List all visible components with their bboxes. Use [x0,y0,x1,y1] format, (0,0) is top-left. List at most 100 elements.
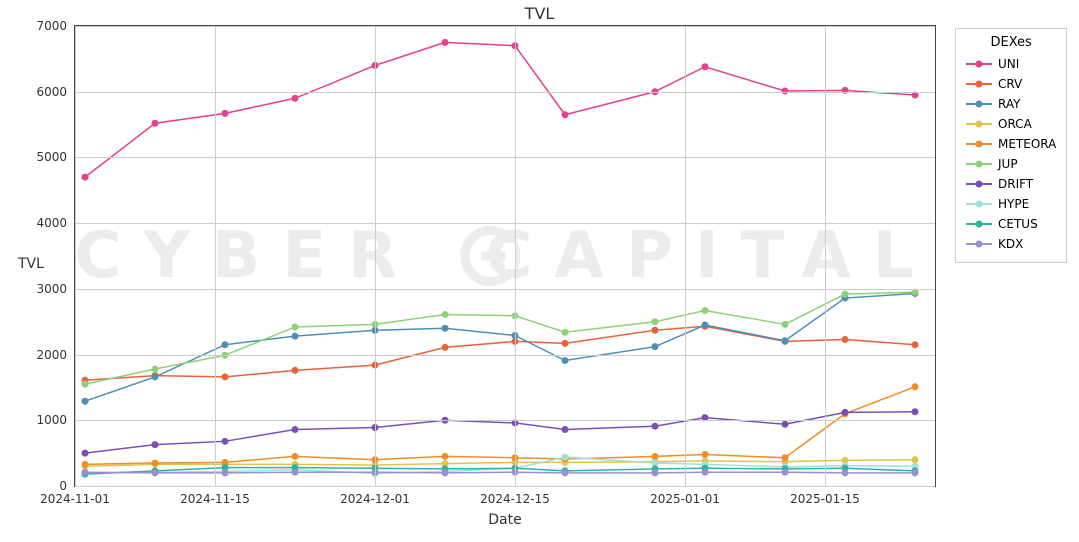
point-METEORA [652,453,659,460]
legend-label: DRIFT [998,177,1033,191]
point-KDX [702,469,709,476]
series-RAY [85,293,915,401]
point-METEORA [82,461,89,468]
gridline-v [685,26,686,486]
point-RAY [562,357,569,364]
gridline-h [75,92,935,93]
point-KDX [222,469,229,476]
gridline-v [215,26,216,486]
y-tick-label: 0 [27,479,67,493]
series-METEORA [85,387,915,465]
legend-label: CETUS [998,217,1038,231]
y-tick-label: 5000 [27,150,67,164]
point-KDX [152,469,159,476]
x-tick-label: 2024-12-01 [340,492,410,506]
legend-item-RAY: RAY [966,94,1056,114]
point-KDX [292,469,299,476]
point-UNI [292,95,299,102]
y-tick-label: 2000 [27,348,67,362]
point-KDX [912,469,919,476]
point-UNI [222,110,229,117]
gridline-h [75,355,935,356]
gridline-h [75,157,935,158]
gridline-v [375,26,376,486]
legend-label: UNI [998,57,1019,71]
gridline-h [75,289,935,290]
point-KDX [652,469,659,476]
point-JUP [782,321,789,328]
point-CRV [222,373,229,380]
gridline-v [825,26,826,486]
point-JUP [652,318,659,325]
point-DRIFT [842,409,849,416]
legend-item-JUP: JUP [966,154,1056,174]
point-JUP [562,329,569,336]
legend-item-CRV: CRV [966,74,1056,94]
legend-swatch-icon [966,163,992,165]
point-DRIFT [292,426,299,433]
legend-item-DRIFT: DRIFT [966,174,1056,194]
y-axis-label: TVL [18,256,44,272]
point-RAY [82,398,89,405]
point-UNI [702,63,709,70]
legend-swatch-icon [966,203,992,205]
point-ORCA [912,456,919,463]
gridline-v [515,26,516,486]
legend-label: KDX [998,237,1023,251]
point-DRIFT [222,438,229,445]
point-RAY [652,343,659,350]
point-RAY [442,325,449,332]
y-tick-label: 6000 [27,85,67,99]
point-METEORA [152,460,159,467]
x-axis-label: Date [488,512,521,528]
legend-label: JUP [998,157,1018,171]
legend-swatch-icon [966,183,992,185]
legend-swatch-icon [966,83,992,85]
legend-label: HYPE [998,197,1029,211]
point-METEORA [292,453,299,460]
legend-label: METEORA [998,137,1056,151]
x-tick-label: 2025-01-15 [790,492,860,506]
point-RAY [782,337,789,344]
legend-swatch-icon [966,223,992,225]
point-CRV [912,341,919,348]
point-RAY [152,373,159,380]
legend-item-METEORA: METEORA [966,134,1056,154]
point-KDX [82,469,89,476]
y-tick-label: 4000 [27,216,67,230]
point-DRIFT [782,421,789,428]
series-DRIFT [85,412,915,453]
plot-area: CYBERCAPITAL [75,26,935,486]
point-DRIFT [652,423,659,430]
point-METEORA [912,383,919,390]
y-tick-label: 1000 [27,413,67,427]
point-KDX [782,469,789,476]
point-JUP [842,291,849,298]
legend-item-KDX: KDX [966,234,1056,254]
gridline-h [75,486,935,487]
point-UNI [82,174,89,181]
point-UNI [842,87,849,94]
point-DRIFT [562,426,569,433]
point-HYPE [562,454,569,461]
point-JUP [152,366,159,373]
point-METEORA [442,453,449,460]
series-HYPE [85,457,915,473]
point-CRV [842,336,849,343]
gridline-h [75,26,935,27]
point-JUP [702,307,709,314]
point-KDX [562,469,569,476]
legend-item-HYPE: HYPE [966,194,1056,214]
point-JUP [442,311,449,318]
series-KDX [85,472,915,473]
x-tick-label: 2024-12-15 [480,492,550,506]
x-tick-label: 2024-11-01 [40,492,110,506]
gridline-v [75,26,76,486]
tvl-line-chart: TVL CYBERCAPITAL TVL Date DEXes UNICRVRA… [0,0,1079,542]
legend-item-CETUS: CETUS [966,214,1056,234]
point-CRV [442,344,449,351]
point-RAY [222,341,229,348]
legend-item-ORCA: ORCA [966,114,1056,134]
legend-swatch-icon [966,243,992,245]
point-KDX [442,469,449,476]
